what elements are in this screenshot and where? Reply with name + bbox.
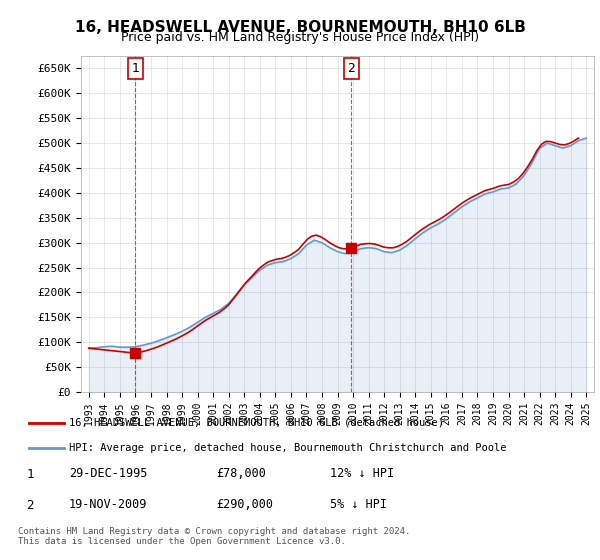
Text: £290,000: £290,000 xyxy=(216,497,273,511)
Text: 19-NOV-2009: 19-NOV-2009 xyxy=(69,497,148,511)
Text: 16, HEADSWELL AVENUE, BOURNEMOUTH, BH10 6LB (detached house): 16, HEADSWELL AVENUE, BOURNEMOUTH, BH10 … xyxy=(70,418,444,428)
Text: 5% ↓ HPI: 5% ↓ HPI xyxy=(330,497,387,511)
Text: 1: 1 xyxy=(131,62,139,75)
Text: Price paid vs. HM Land Registry's House Price Index (HPI): Price paid vs. HM Land Registry's House … xyxy=(121,31,479,44)
Text: 16, HEADSWELL AVENUE, BOURNEMOUTH, BH10 6LB: 16, HEADSWELL AVENUE, BOURNEMOUTH, BH10 … xyxy=(74,20,526,35)
Text: 2: 2 xyxy=(26,499,34,512)
Text: 12% ↓ HPI: 12% ↓ HPI xyxy=(330,466,394,480)
Text: HPI: Average price, detached house, Bournemouth Christchurch and Poole: HPI: Average price, detached house, Bour… xyxy=(70,443,507,453)
Text: 29-DEC-1995: 29-DEC-1995 xyxy=(69,466,148,480)
Text: 2: 2 xyxy=(347,62,355,75)
Text: Contains HM Land Registry data © Crown copyright and database right 2024.
This d: Contains HM Land Registry data © Crown c… xyxy=(18,526,410,546)
Text: 1: 1 xyxy=(26,468,34,481)
Text: £78,000: £78,000 xyxy=(216,466,266,480)
